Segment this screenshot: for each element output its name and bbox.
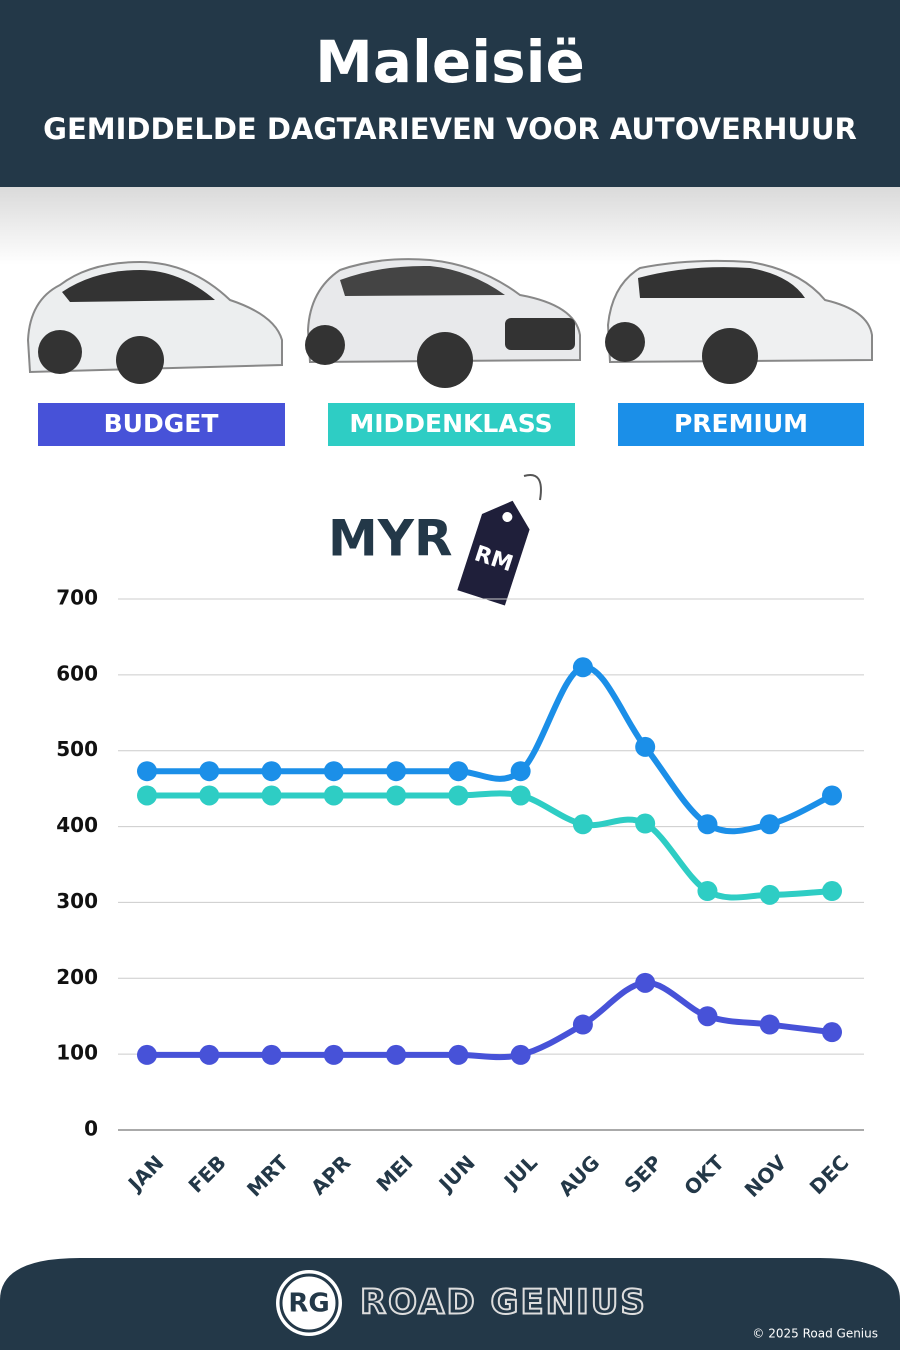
point — [572, 1014, 593, 1035]
point — [199, 785, 220, 806]
point — [323, 761, 344, 782]
copyright: © 2025 Road Genius — [752, 1327, 878, 1341]
y-tick-label: 300 — [56, 889, 98, 913]
y-tick-label: 400 — [56, 813, 98, 837]
point — [635, 736, 656, 757]
point — [448, 785, 469, 806]
car-midden — [305, 258, 581, 388]
car-budget — [26, 260, 283, 384]
legend-box — [38, 403, 285, 446]
legend-label: BUDGET — [104, 409, 219, 438]
legend-label: PREMIUM — [674, 409, 808, 438]
car-premium — [605, 259, 873, 384]
brand: ROAD GENIUS — [360, 1283, 647, 1323]
point — [759, 1014, 780, 1035]
point — [822, 1022, 842, 1043]
logo-circle — [276, 1270, 342, 1336]
header — [0, 0, 900, 187]
point — [448, 1044, 469, 1065]
point — [572, 657, 593, 678]
subtitle: GEMIDDELDE DAGTARIEVEN VOOR AUTOVERHUUR — [43, 112, 857, 146]
title: Maleisië — [315, 28, 585, 96]
point — [635, 972, 656, 993]
point — [386, 785, 407, 806]
point — [697, 1006, 718, 1027]
y-tick-label: 500 — [56, 737, 98, 761]
point — [137, 1044, 157, 1065]
point — [759, 814, 780, 835]
point — [510, 761, 531, 782]
legend-label: MIDDENKLASS — [349, 409, 552, 438]
point — [323, 785, 344, 806]
y-tick-label: 700 — [56, 586, 98, 610]
point — [137, 761, 157, 782]
y-tick-label: 600 — [56, 661, 98, 685]
point — [822, 881, 842, 902]
point — [697, 881, 718, 902]
point — [572, 814, 593, 835]
point — [199, 761, 220, 782]
point — [199, 1044, 220, 1065]
point — [635, 813, 656, 834]
point — [261, 761, 282, 782]
tag-string — [523, 474, 542, 501]
point — [386, 761, 407, 782]
point — [386, 1044, 407, 1065]
footer — [0, 1258, 900, 1350]
point — [822, 785, 842, 806]
y-tick-label: 200 — [56, 965, 98, 989]
point — [510, 785, 531, 806]
legend-box — [328, 403, 575, 446]
point — [261, 1044, 282, 1065]
logo-text: RG — [288, 1289, 329, 1319]
price-tag: RM — [457, 500, 530, 606]
legend-box — [618, 403, 864, 446]
point — [261, 785, 282, 806]
point — [137, 785, 157, 806]
y-tick-label: 100 — [56, 1041, 98, 1065]
shade — [0, 185, 900, 265]
point — [510, 1044, 531, 1065]
unit-label: MYR — [328, 510, 452, 568]
point — [759, 884, 780, 905]
point — [697, 814, 718, 835]
point — [323, 1044, 344, 1065]
y-tick-label: 0 — [84, 1117, 98, 1141]
logo-ring — [279, 1273, 339, 1333]
point — [448, 761, 469, 782]
